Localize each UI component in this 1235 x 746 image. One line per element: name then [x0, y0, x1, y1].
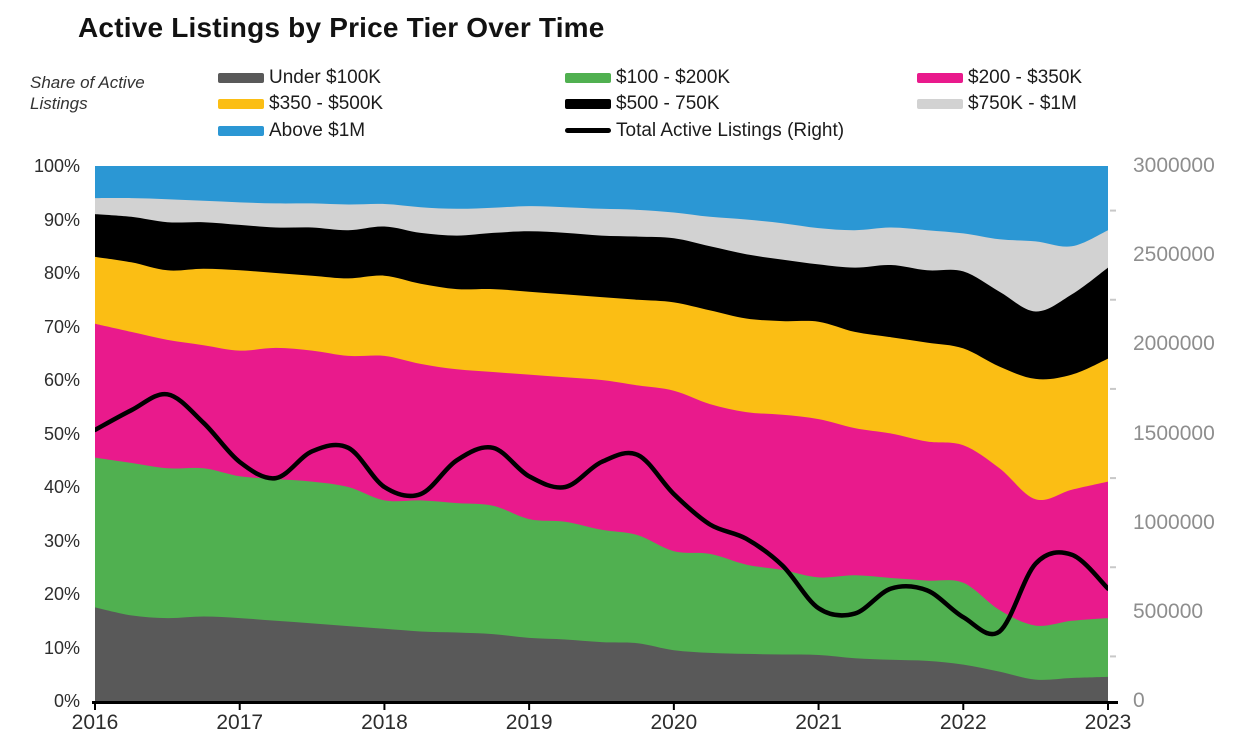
legend-color-swatch: [565, 72, 611, 83]
y-axis-left-label: 90%: [43, 209, 80, 230]
legend-item-above-1m: Above $1M: [218, 118, 365, 144]
legend-label: $750K - $1M: [968, 93, 1077, 114]
legend-color-swatch: [917, 72, 963, 83]
y-axis-left-label: 50%: [43, 423, 80, 444]
y-axis-left-label: 70%: [43, 316, 80, 337]
y-axis-left-label: 100%: [33, 156, 80, 176]
legend-item-350-500k: $350 - $500K: [218, 91, 383, 117]
legend-color-swatch: [218, 125, 264, 136]
x-axis-label: 2018: [361, 711, 408, 734]
y-axis-right-label: 500000: [1133, 599, 1204, 623]
y-axis-right-label: 2500000: [1133, 243, 1215, 267]
y-axis-right-label: 3000000: [1133, 154, 1215, 177]
x-axis-label: 2021: [795, 711, 842, 734]
legend-item-750k-1m: $750K - $1M: [917, 91, 1077, 117]
legend-item-200-350k: $200 - $350K: [917, 65, 1082, 91]
area-series-under-100k: [95, 607, 1108, 701]
legend-color-swatch: [218, 99, 264, 109]
legend-item-100-200k: $100 - $200K: [565, 65, 730, 91]
y-axis-left-label: 20%: [43, 584, 80, 604]
y-axis-right-label: 1500000: [1133, 421, 1215, 445]
legend-label: $350 - $500K: [269, 93, 384, 114]
y-axis-left-caption: Share of Active Listings: [30, 73, 145, 113]
legend-label: Above $1M: [269, 119, 366, 141]
x-axis-label: 2016: [71, 711, 119, 734]
legend-item-under-100k: Under $100K: [218, 65, 381, 91]
x-axis-label: 2020: [650, 711, 698, 734]
legend-color-swatch: [565, 99, 611, 109]
legend-item-500-750k: $500 - 750K: [565, 91, 720, 117]
y-axis-left-label: 30%: [43, 530, 80, 551]
x-axis-label: 2019: [505, 711, 553, 734]
y-axis-left-label: 60%: [43, 370, 80, 390]
legend-label: $100 - $200K: [616, 66, 731, 88]
x-axis-label: 2017: [216, 711, 264, 734]
x-axis-label: 2023: [1084, 711, 1132, 734]
legend-label: $200 - $350K: [968, 66, 1083, 88]
y-axis-right-label: 0: [1133, 689, 1145, 712]
y-axis-right-label: 2000000: [1133, 332, 1215, 356]
y-axis-left-label: 40%: [43, 477, 80, 497]
legend-color-swatch: [218, 72, 264, 83]
y-axis-left-label: 80%: [43, 263, 80, 283]
y-axis-right-label: 1000000: [1133, 510, 1215, 534]
y-axis-left-label: 10%: [43, 637, 80, 658]
legend-line-swatch: [565, 128, 611, 133]
x-axis-label: 2022: [939, 711, 987, 734]
line-series-total-active-listings: [95, 391, 1108, 637]
legend-label: Under $100K: [269, 66, 381, 88]
legend-color-swatch: [917, 99, 963, 109]
page-title: Active Listings by Price Tier Over Time: [78, 12, 605, 43]
legend-item-total-active-listings-right: Total Active Listings (Right): [565, 118, 844, 144]
legend-label: Total Active Listings (Right): [616, 119, 845, 141]
legend-label: $500 - 750K: [616, 93, 720, 114]
y-axis-left-label: 0%: [53, 691, 80, 711]
legend: Under $100K $100 - $200K $200 - $350K $350 …: [0, 0, 1235, 150]
